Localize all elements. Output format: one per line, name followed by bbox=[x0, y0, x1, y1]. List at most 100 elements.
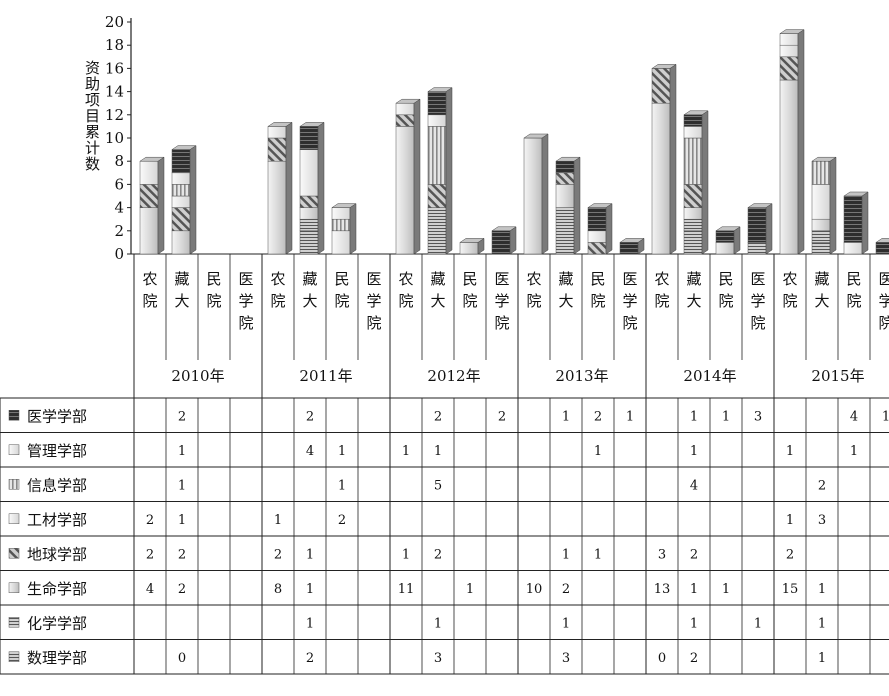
data-cell-value: 4 bbox=[850, 409, 858, 424]
bar-stack bbox=[267, 121, 293, 255]
data-cell-value: 1 bbox=[562, 409, 570, 424]
category-label: 医 bbox=[622, 270, 637, 288]
bars bbox=[139, 29, 889, 255]
bar-side bbox=[285, 121, 293, 255]
data-cell-value: 2 bbox=[818, 478, 826, 493]
category-label: 藏 bbox=[558, 270, 573, 288]
category-label: 院 bbox=[238, 314, 253, 332]
bar-segment bbox=[779, 33, 799, 46]
y-tick-label: 6 bbox=[114, 175, 124, 193]
data-cell-value: 2 bbox=[178, 547, 186, 562]
data-cell-value: 1 bbox=[818, 616, 826, 631]
category-label: 藏 bbox=[302, 270, 317, 288]
bar-top bbox=[683, 110, 709, 116]
data-cell-value: 1 bbox=[178, 444, 186, 459]
category-label: 大 bbox=[558, 292, 573, 310]
bar-segment bbox=[171, 230, 191, 255]
bar-segment bbox=[715, 242, 735, 255]
bar-segment bbox=[299, 195, 319, 208]
bar-top bbox=[715, 226, 741, 232]
bar-stack bbox=[587, 203, 613, 255]
data-cell-value: 2 bbox=[338, 513, 346, 528]
data-cell-value: 2 bbox=[690, 651, 698, 666]
category-label: 藏 bbox=[430, 270, 445, 288]
bar-segment bbox=[171, 184, 191, 197]
data-cell-value: 1 bbox=[850, 444, 858, 459]
data-cell-value: 1 bbox=[434, 616, 442, 631]
bar-side bbox=[733, 226, 741, 255]
data-cell-value: 1 bbox=[306, 547, 314, 562]
bar-segment bbox=[427, 126, 447, 185]
bar-segment bbox=[491, 230, 511, 255]
bar-stack bbox=[843, 191, 869, 255]
category-label: 农 bbox=[782, 270, 797, 288]
data-cell-value: 1 bbox=[338, 478, 346, 493]
bar-segment bbox=[171, 195, 191, 208]
data-cell-value: 2 bbox=[178, 582, 186, 597]
bar-segment bbox=[267, 160, 287, 255]
bar-segment bbox=[587, 230, 607, 243]
data-cell-value: 1 bbox=[882, 409, 889, 424]
legend-swatch bbox=[8, 444, 20, 455]
data-cell-value: 1 bbox=[786, 513, 794, 528]
year-label: 2015年 bbox=[811, 367, 864, 385]
data-cell-value: 1 bbox=[786, 444, 794, 459]
bar-segment bbox=[555, 172, 575, 185]
bar-segment bbox=[683, 184, 703, 208]
data-cell-value: 1 bbox=[562, 616, 570, 631]
bar-segment bbox=[811, 218, 831, 232]
y-tick-label: 16 bbox=[105, 59, 124, 77]
category-label: 医 bbox=[494, 270, 509, 288]
bar-top bbox=[843, 191, 869, 197]
bar-segment bbox=[299, 207, 319, 220]
data-cell-value: 4 bbox=[306, 444, 314, 459]
bar-stack bbox=[715, 226, 741, 255]
data-cell-value: 2 bbox=[786, 547, 794, 562]
data-cell-value: 2 bbox=[146, 547, 154, 562]
legend-swatch bbox=[8, 548, 20, 559]
data-cell-value: 4 bbox=[146, 582, 154, 597]
data-cell-value: 10 bbox=[526, 582, 543, 597]
data-cell-value: 3 bbox=[434, 651, 442, 666]
y-tick-label: 10 bbox=[105, 129, 124, 147]
category-label: 农 bbox=[142, 270, 157, 288]
legend-swatch bbox=[8, 582, 20, 593]
data-cell-value: 1 bbox=[722, 582, 730, 597]
data-cell-value: 2 bbox=[434, 547, 442, 562]
category-label: 院 bbox=[462, 292, 477, 310]
bar-top bbox=[395, 98, 421, 104]
category-label: 大 bbox=[174, 292, 189, 310]
category-label: 院 bbox=[334, 292, 349, 310]
bar-top bbox=[299, 122, 325, 127]
category-label: 大 bbox=[302, 292, 317, 310]
bar-segment bbox=[715, 230, 735, 243]
bar-segment bbox=[267, 137, 287, 162]
category-label: 院 bbox=[270, 292, 285, 310]
category-label: 民 bbox=[206, 270, 221, 288]
bar-stack bbox=[299, 121, 325, 255]
bar-stack bbox=[779, 29, 805, 255]
bar-stack bbox=[331, 203, 357, 255]
category-label: 农 bbox=[270, 270, 285, 288]
category-label: 民 bbox=[334, 270, 349, 288]
bar-segment bbox=[683, 218, 703, 232]
bar-segment bbox=[555, 160, 575, 174]
category-label: 医 bbox=[366, 270, 381, 288]
bar-segment bbox=[683, 207, 703, 220]
bar-top bbox=[459, 238, 485, 243]
bar-stack bbox=[619, 237, 645, 255]
bar-top bbox=[139, 156, 165, 162]
bar-top bbox=[747, 203, 773, 208]
data-cell-value: 2 bbox=[498, 409, 506, 424]
bar-side bbox=[573, 156, 581, 255]
bar-segment bbox=[811, 242, 831, 255]
bar-segment bbox=[459, 242, 479, 255]
bar-side bbox=[189, 145, 197, 255]
series-label: 工材学部 bbox=[27, 511, 87, 529]
bar-segment bbox=[683, 126, 703, 139]
bar-side bbox=[861, 191, 869, 255]
bar-side bbox=[701, 110, 709, 255]
bar-top bbox=[875, 238, 889, 243]
bar-top bbox=[811, 156, 837, 162]
